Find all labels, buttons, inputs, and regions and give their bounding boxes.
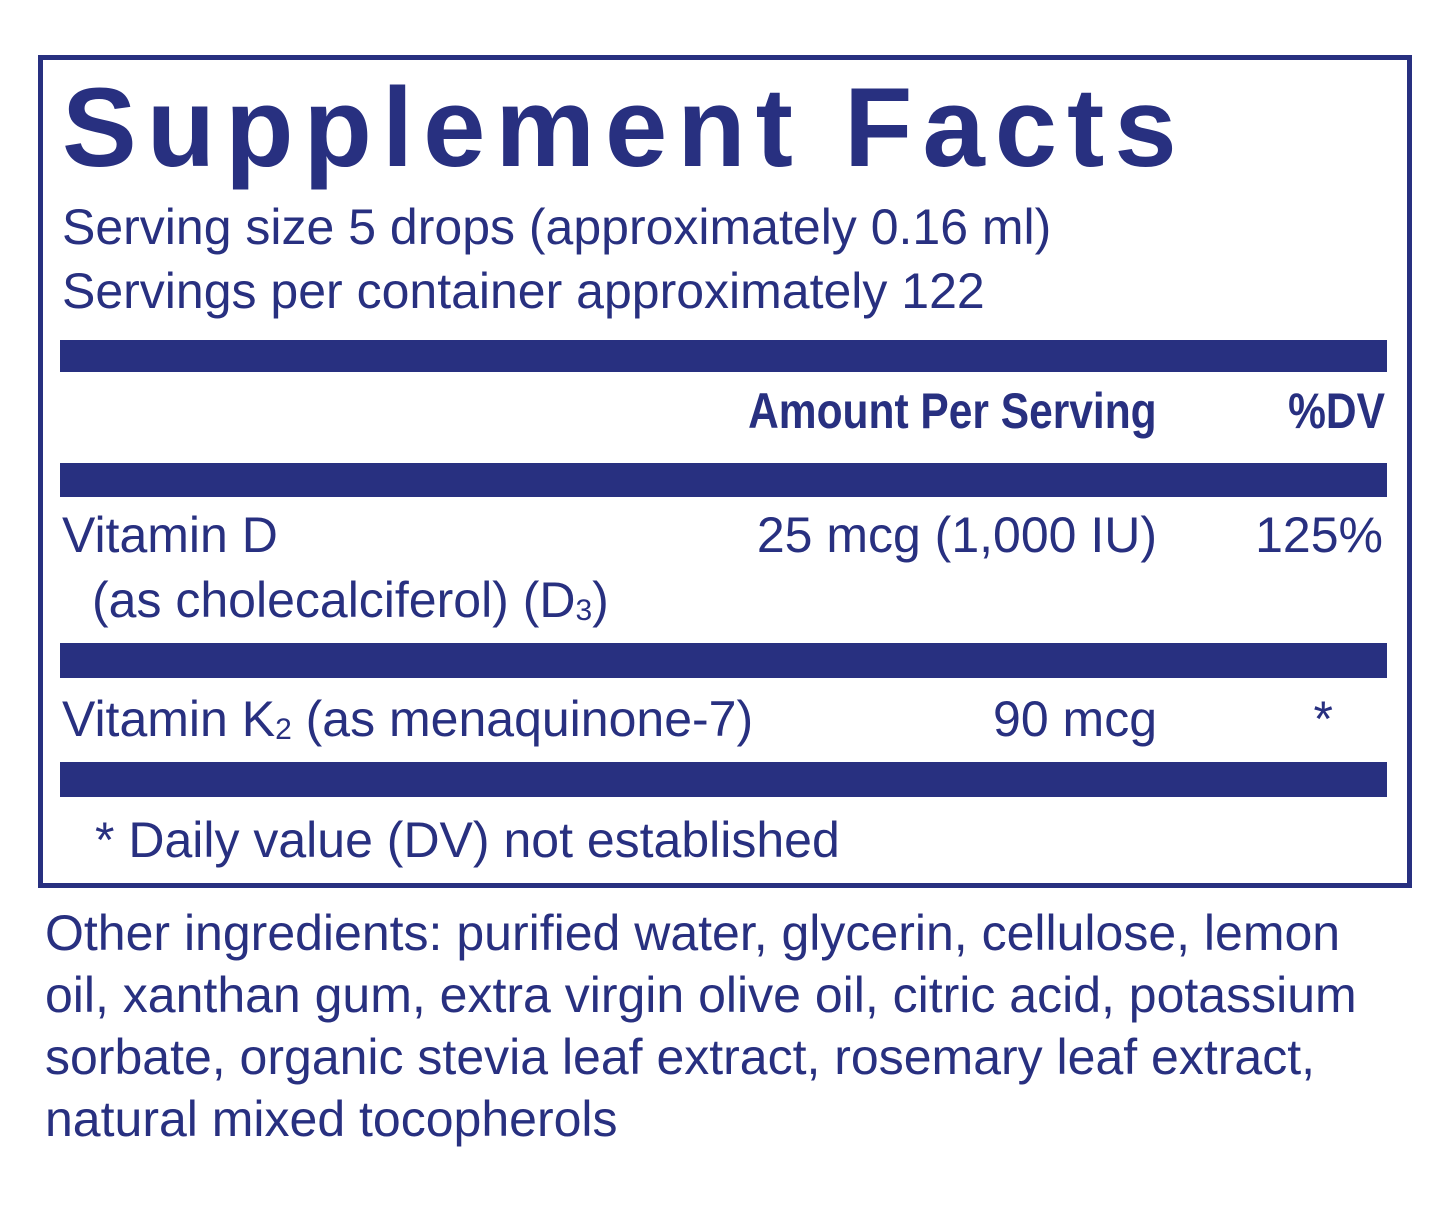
nutrient-amount: 90 mcg — [993, 691, 1157, 747]
supplement-facts-panel — [38, 55, 1412, 888]
nutrient-detail: (as cholecalciferol) (D3) — [92, 572, 609, 628]
panel-title: Supplement Facts — [62, 65, 1187, 190]
divider-bar — [60, 762, 1387, 797]
serving-size: Serving size 5 drops (approximately 0.16… — [62, 199, 1052, 255]
divider-bar — [60, 463, 1387, 497]
nutrient-dv: 125% — [1255, 507, 1383, 563]
nutrient-dv: * — [1313, 691, 1333, 747]
servings-per-container: Servings per container approximately 122 — [62, 263, 985, 319]
footnote: * Daily value (DV) not established — [95, 812, 840, 868]
nutrient-name: Vitamin K2 (as menaquinone-7) — [62, 691, 754, 747]
nutrient-name: Vitamin D — [62, 507, 278, 563]
amount-header: Amount Per Serving — [748, 383, 1157, 439]
divider-bar — [60, 643, 1387, 678]
dv-header: %DV — [1288, 383, 1385, 439]
divider-bar — [60, 340, 1387, 372]
nutrient-amount: 25 mcg (1,000 IU) — [756, 507, 1157, 563]
other-ingredients: Other ingredients: purified water, glyce… — [45, 905, 1357, 1147]
